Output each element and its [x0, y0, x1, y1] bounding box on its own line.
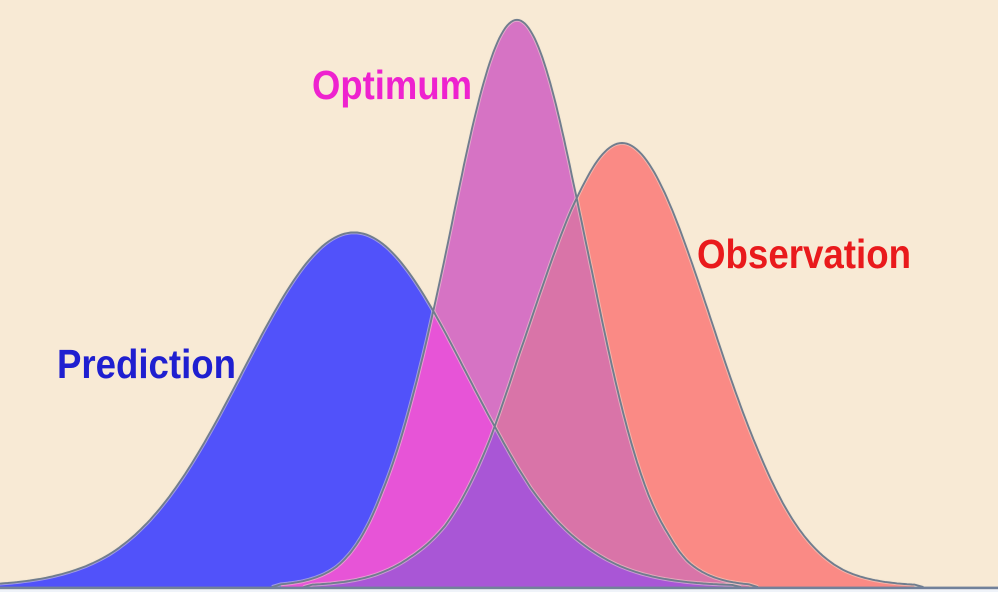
svg-text:Observation: Observation [697, 231, 911, 277]
svg-text:Optimum: Optimum [312, 62, 472, 108]
svg-text:Prediction: Prediction [57, 341, 236, 387]
